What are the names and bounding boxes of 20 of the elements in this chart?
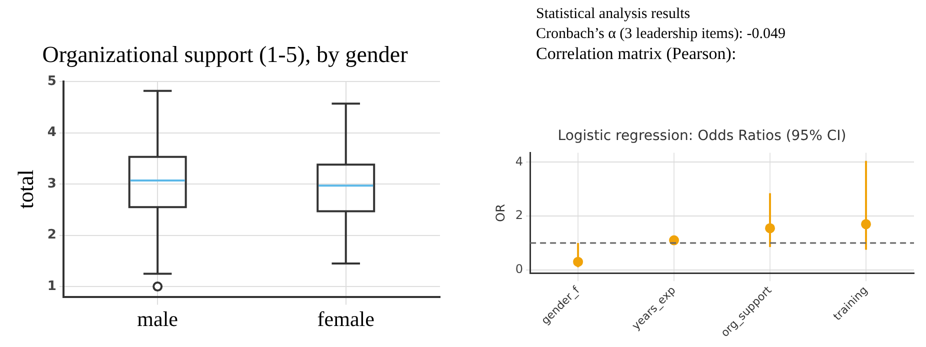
text: Cronbach’s α (3 leadership items): -0.049 [536,25,786,44]
y-tick-label: 2 [47,228,56,243]
y-axis-title: OR [493,204,508,222]
y-tick-label: 5 [47,74,56,89]
x-tick-label: male [137,306,178,331]
y-tick-label: 4 [47,125,56,140]
chart-title: Logistic regression: Odds Ratios (95% CI) [558,128,846,144]
text: Statistical analysis results [536,5,692,24]
y-tick-label: 1 [47,278,56,294]
point [861,219,872,230]
point [765,223,776,234]
x-tick-label: female [317,306,374,331]
point [573,256,584,267]
y-tick-label: 0 [515,262,524,276]
y-axis-title: total [12,170,38,209]
text: Correlation matrix (Pearson): [536,44,738,64]
y-tick-label: 3 [47,176,56,192]
y-tick-label: 4 [515,154,524,168]
chart-title: Organizational support (1-5), by gender [42,42,408,67]
y-tick-label: 2 [515,208,524,222]
